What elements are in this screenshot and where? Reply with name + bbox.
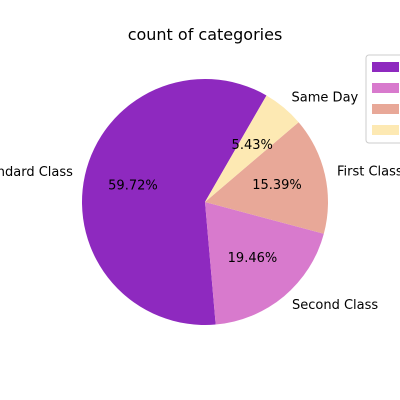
category-labels: Standard Class Second Class First Class Sam… xyxy=(0,91,400,314)
category-label-first-class: First Class xyxy=(337,165,400,180)
legend-box xyxy=(365,54,400,144)
legend-swatch-standard-class xyxy=(372,62,399,72)
legend-swatch-first-class xyxy=(372,104,399,114)
percentage-label-first-class: 15.39% xyxy=(252,178,302,193)
category-label-standard-class: Standard Class xyxy=(0,165,73,180)
percentage-label-second-class: 19.46% xyxy=(228,251,278,266)
pie-slice-first-class xyxy=(205,122,328,234)
pie-slice-standard-class xyxy=(81,79,267,326)
percentage-labels: 59.72% 19.46% 15.39% 5.43% xyxy=(108,138,302,266)
legend-swatch-second-class xyxy=(372,83,399,93)
category-label-second-class: Second Class xyxy=(292,298,378,313)
chart-title: count of categories xyxy=(128,25,283,44)
legend-swatch-same-day xyxy=(372,125,399,135)
percentage-label-same-day: 5.43% xyxy=(232,138,273,153)
pie-slice-second-class xyxy=(205,202,324,325)
percentage-label-standard-class: 59.72% xyxy=(108,179,158,194)
category-label-same-day: Same Day xyxy=(292,91,359,106)
pie-slices xyxy=(81,79,328,326)
pie-slice-same-day xyxy=(205,95,299,202)
